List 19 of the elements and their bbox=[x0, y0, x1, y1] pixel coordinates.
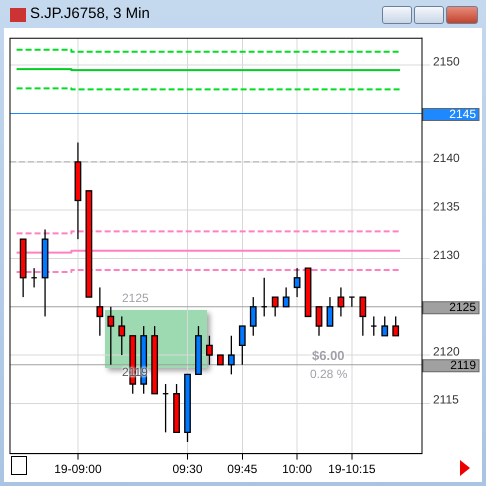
ref-line-label: 2125 bbox=[449, 300, 476, 314]
y-tick-label: 2135 bbox=[433, 199, 460, 214]
x-tick-label: 10:00 bbox=[282, 462, 312, 476]
annotation: 2125 bbox=[122, 291, 149, 305]
x-tick-label: 09:30 bbox=[172, 462, 203, 476]
y-tick-label: 2130 bbox=[433, 248, 460, 262]
chart-title: S.JP.J6758, 3 Min bbox=[30, 5, 150, 22]
annotation: $6.00 bbox=[312, 348, 345, 363]
y-tick-label: 2150 bbox=[433, 54, 460, 69]
annotation: 2119 bbox=[122, 365, 148, 379]
y-tick-label: 2120 bbox=[433, 344, 460, 358]
x-tick-label: 19-10:15 bbox=[328, 462, 376, 476]
x-tick-label: 09:45 bbox=[227, 462, 258, 476]
x-tick-label: 19-09:00 bbox=[54, 462, 102, 476]
y-tick-label: 2115 bbox=[433, 392, 460, 407]
ref-line-label: 2145 bbox=[449, 106, 476, 121]
ref-line-label: 2119 bbox=[450, 358, 476, 372]
y-tick-label: 2140 bbox=[433, 151, 460, 166]
annotation: 0.28 % bbox=[310, 367, 348, 381]
